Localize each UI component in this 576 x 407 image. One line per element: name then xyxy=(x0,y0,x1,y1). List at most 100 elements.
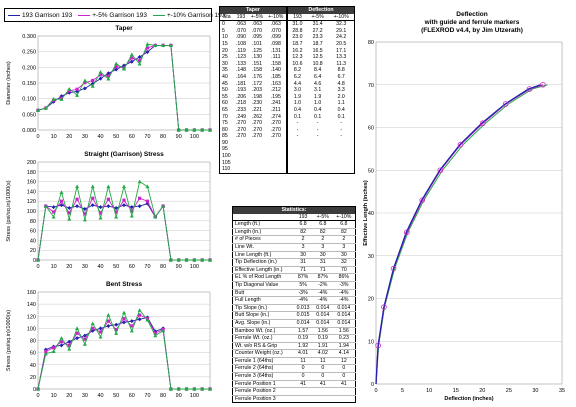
table-row: 12.3 12.5 13.3 xyxy=(288,54,355,61)
chart-title: Taper xyxy=(115,25,133,32)
table-cell: 6.2 xyxy=(293,73,302,80)
table-cell: .249 xyxy=(235,113,246,120)
table-cell: .241 xyxy=(270,100,281,107)
table-cell: 30 xyxy=(222,60,228,67)
table-cell: .063 xyxy=(270,21,281,28)
table-cell: .181 xyxy=(235,80,246,87)
table-cell xyxy=(233,146,248,153)
data-point-triangle xyxy=(129,213,134,218)
data-point-triangle xyxy=(59,336,64,340)
table-cell: 30 xyxy=(340,251,347,258)
table-cell: 2 xyxy=(301,236,305,243)
table-cell: 70 xyxy=(222,113,228,120)
data-point-square xyxy=(145,46,150,50)
table-cell: 41 xyxy=(319,380,326,387)
table-cell: 82 xyxy=(300,228,306,235)
data-point-diamond xyxy=(82,86,87,91)
table-cell: 4.4 xyxy=(293,80,302,87)
table-header-row: Taper xyxy=(219,6,287,14)
data-point-triangle xyxy=(114,214,119,219)
data-point-square xyxy=(75,197,79,201)
data-point-square xyxy=(44,349,48,354)
table-row: Bamboo Wt. (oz.) 1.57 1.56 1.56 xyxy=(232,327,356,335)
data-point-diamond xyxy=(114,322,119,327)
table-cell xyxy=(266,140,287,147)
x-tick-label: 0 xyxy=(36,134,39,140)
table-cell xyxy=(288,146,307,153)
data-point-triangle xyxy=(106,184,111,189)
y-tick-label: 0.050 xyxy=(22,112,36,118)
data-point-triangle xyxy=(51,349,56,354)
data-point-triangle xyxy=(153,214,158,219)
table-cell: .140 xyxy=(270,67,281,74)
table-cell: .123 xyxy=(235,54,246,61)
y-tick-label: 20 xyxy=(368,297,374,303)
table-cell: 12.5 xyxy=(312,54,323,61)
table-cell: -4% xyxy=(339,297,349,304)
guide-marker xyxy=(526,86,533,92)
data-point-triangle xyxy=(75,326,80,330)
y-axis-label: Effective Length (inches) xyxy=(363,180,369,246)
data-point-triangle xyxy=(153,333,158,338)
table-cell: 32.3 xyxy=(336,21,347,28)
data-point-square xyxy=(59,199,64,203)
data-point-diamond xyxy=(98,326,103,331)
data-point-triangle xyxy=(51,96,56,101)
table-cell: .185 xyxy=(270,73,281,80)
deflection-table: Deflection 193 +-5% +-10% 31.0 31.4 32.3 28.8 27… xyxy=(287,6,355,174)
table-cell: 0 xyxy=(321,365,325,372)
table-cell: 16.5 xyxy=(312,47,323,54)
table-row: # of Pieces 2 2 2 xyxy=(232,235,356,244)
table-cell xyxy=(307,166,329,173)
table-cell: 0 xyxy=(222,21,225,28)
table-row: 30 .133 .151 .158 xyxy=(220,61,287,68)
data-point-triangle xyxy=(90,321,95,326)
data-point-triangle xyxy=(176,387,181,391)
x-tick-label: 80 xyxy=(160,264,166,270)
x-tick-label: 30 xyxy=(82,264,88,270)
data-point-diamond xyxy=(129,59,134,64)
x-tick-label: 100 xyxy=(190,393,199,399)
y-tick-label: 0.150 xyxy=(22,81,36,87)
y-tick-label: 0.100 xyxy=(22,97,36,103)
taper-deflection-tables: Taper Sta 193 +-5% +-10% 0.063.063.063 5.070.0… xyxy=(219,6,355,174)
table-row: Avg. Slope (in.) 0.014 0.014 0.014 xyxy=(232,319,356,327)
table-cell: 3 xyxy=(321,243,325,250)
table-cell: .274 xyxy=(270,113,281,120)
data-point-triangle xyxy=(106,76,111,81)
table-cell: .206 xyxy=(235,93,246,100)
y-tick-label: 60 xyxy=(30,351,36,357)
chart-legend: 193 Garrison 193 +-5% Garrison 193 +-10% G… xyxy=(4,8,225,22)
table-cell: 18.7 xyxy=(292,40,303,47)
data-point-triangle xyxy=(114,61,119,66)
table-cell: EL % of Rod Length xyxy=(235,274,282,281)
data-point-diamond xyxy=(67,339,72,344)
table-cell: 1.57 xyxy=(298,327,309,334)
table-cell: .212 xyxy=(270,87,281,94)
table-cell: 27.2 xyxy=(312,27,323,34)
x-tick-label: 20 xyxy=(66,134,72,140)
table-row: Length (ft.) 6.8 6.8 6.8 xyxy=(232,220,356,229)
table-cell: Ferrule Position 2 xyxy=(235,388,276,395)
y-tick-label: 40 xyxy=(30,363,36,369)
table-row: 70 .249 .262 .274 xyxy=(220,114,287,121)
table-cell: .270 xyxy=(251,120,263,127)
table-cell xyxy=(233,153,248,160)
table-cell: 0.013 xyxy=(296,304,310,311)
table-cell: 0.014 xyxy=(296,319,310,326)
table-cell xyxy=(307,160,329,167)
table-cell xyxy=(328,166,354,173)
table-cell: 55 xyxy=(222,93,228,100)
x-tick-label: 90 xyxy=(176,134,182,140)
legend-swatch xyxy=(78,14,91,16)
table-cell: 90 xyxy=(222,139,228,146)
table-cell: .119 xyxy=(236,47,246,54)
table-row: 18.7 18.7 20.5 xyxy=(288,41,355,48)
table-cell: .111 xyxy=(271,54,281,61)
table-cell: 10 xyxy=(222,34,228,41)
table-cell: 3.0 xyxy=(293,87,302,94)
y-tick-label: 0.200 xyxy=(22,65,36,71)
table-cell: 6.7 xyxy=(337,73,345,80)
table-cell: 17.1 xyxy=(336,47,347,54)
table-row: 23.0 23.3 24.2 xyxy=(288,34,355,41)
